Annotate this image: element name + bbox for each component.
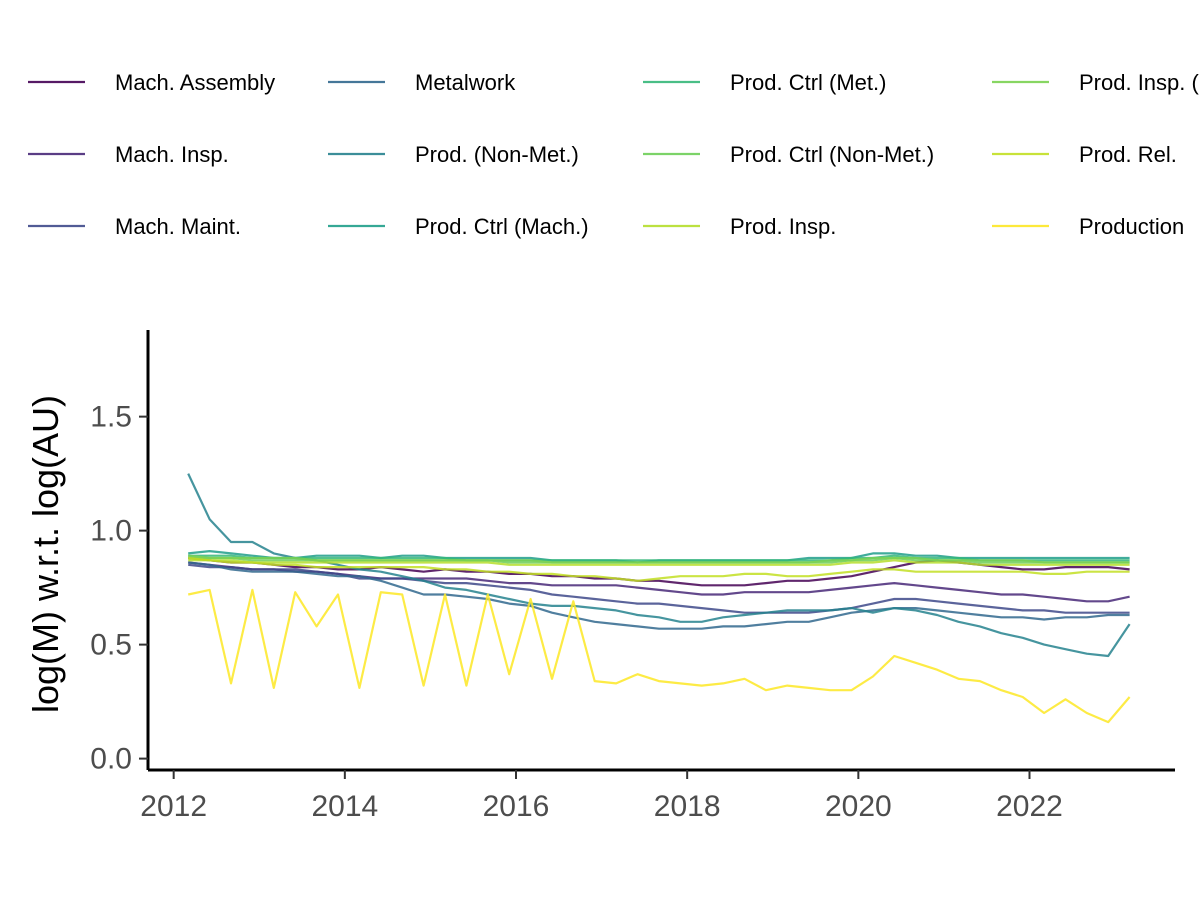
x-tick-label: 2020 (825, 790, 892, 823)
legend-label: Prod. Ctrl (Met.) (730, 70, 886, 95)
legend-label: Mach. Assembly (115, 70, 275, 95)
legend-item-metalwork: Metalwork (328, 70, 516, 95)
legend-label: Mach. Maint. (115, 214, 241, 239)
legend-item-prod-rel: Prod. Rel. (992, 142, 1177, 167)
legend-label: Production (1079, 214, 1184, 239)
legend-item-prod-insp: Prod. Insp. (643, 214, 836, 239)
series-line-prod-insp-met (188, 554, 1130, 564)
x-tick-label: 2018 (654, 790, 721, 823)
y-tick-label: 0.0 (90, 743, 132, 776)
y-tick-label: 1.5 (90, 401, 132, 434)
legend-label: Mach. Insp. (115, 142, 229, 167)
plot-lines (187, 473, 1131, 724)
series-line-prod-insp (188, 559, 1130, 566)
legend-item-prod-non-met: Prod. (Non-Met.) (328, 142, 579, 167)
legend-label: Prod. Rel. (1079, 142, 1177, 167)
series-line-production (187, 588, 1131, 724)
legend-item-mach-maint: Mach. Maint. (28, 214, 241, 239)
legend-item-prod-ctrl-non-met: Prod. Ctrl (Non-Met.) (643, 142, 934, 167)
legend-label: Prod. Insp. (Met.) (1079, 70, 1200, 95)
legend: Mach. Assembly Mach. Insp. Mach. Maint. Met… (28, 70, 1200, 239)
legend-label: Metalwork (415, 70, 516, 95)
y-tick-label: 1.0 (90, 515, 132, 548)
legend-item-production: Production (992, 214, 1184, 239)
legend-item-prod-insp-met: Prod. Insp. (Met.) (992, 70, 1200, 95)
legend-item-mach-assembly: Mach. Assembly (28, 70, 275, 95)
axes: 0.0 0.5 1.0 1.5 2012 2014 2016 2018 2020 2022 (90, 330, 1175, 823)
series-line-metalwork (188, 561, 1130, 630)
series-line-prod-rel (188, 556, 1130, 582)
legend-label: Prod. Ctrl (Non-Met.) (730, 142, 934, 167)
x-tick-label: 2014 (311, 790, 378, 823)
legend-item-prod-ctrl-met: Prod. Ctrl (Met.) (643, 70, 886, 95)
x-tick-label: 2022 (996, 790, 1063, 823)
legend-label: Prod. Insp. (730, 214, 836, 239)
legend-item-prod-ctrl-mach: Prod. Ctrl (Mach.) (328, 214, 589, 239)
legend-label: Prod. Ctrl (Mach.) (415, 214, 589, 239)
legend-label: Prod. (Non-Met.) (415, 142, 579, 167)
x-tick-label: 2012 (140, 790, 207, 823)
x-tick-label: 2016 (483, 790, 550, 823)
y-axis-title: log(M) w.r.t. log(AU) (25, 395, 66, 713)
legend-item-mach-insp: Mach. Insp. (28, 142, 229, 167)
y-tick-label: 0.5 (90, 629, 132, 662)
